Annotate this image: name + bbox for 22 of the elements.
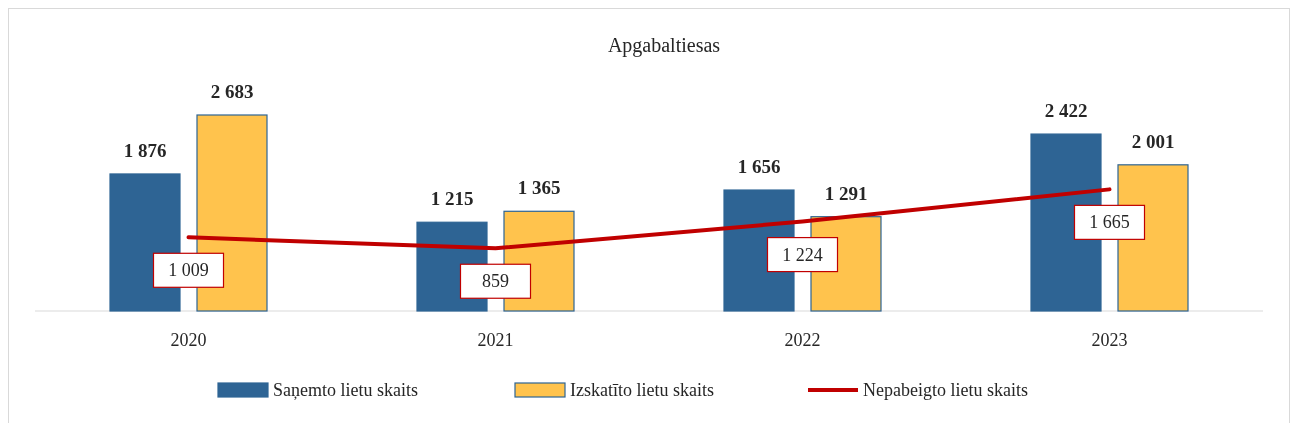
x-tick-label: 2022 [784,330,821,350]
x-tick-label: 2023 [1091,330,1128,350]
data-label: 2 422 [1044,100,1088,122]
data-label: 2 001 [1131,130,1175,152]
data-label: 1 665 [1089,212,1130,233]
data-label: 2 683 [210,81,254,102]
bar [1030,133,1102,312]
data-label: 1 365 [517,177,561,199]
data-label: 1 656 [737,156,781,178]
legend-label: Nepabeigto lietu skaits [863,380,1028,400]
legend-label: Saņemto lietu skaits [273,380,418,400]
chart-title: Apgabaltiesas [607,34,721,57]
bar [109,173,181,312]
legend-label: Izskatīto lietu skaits [570,380,714,400]
data-label: 1 215 [430,188,474,210]
x-tick-label: 2021 [477,330,514,350]
data-label: 1 009 [168,260,209,281]
data-label: 1 224 [782,244,823,265]
data-label: 1 876 [123,139,167,161]
x-tick-label: 2020 [170,330,207,350]
data-label: 859 [482,271,509,292]
data-label: 1 291 [824,182,868,204]
